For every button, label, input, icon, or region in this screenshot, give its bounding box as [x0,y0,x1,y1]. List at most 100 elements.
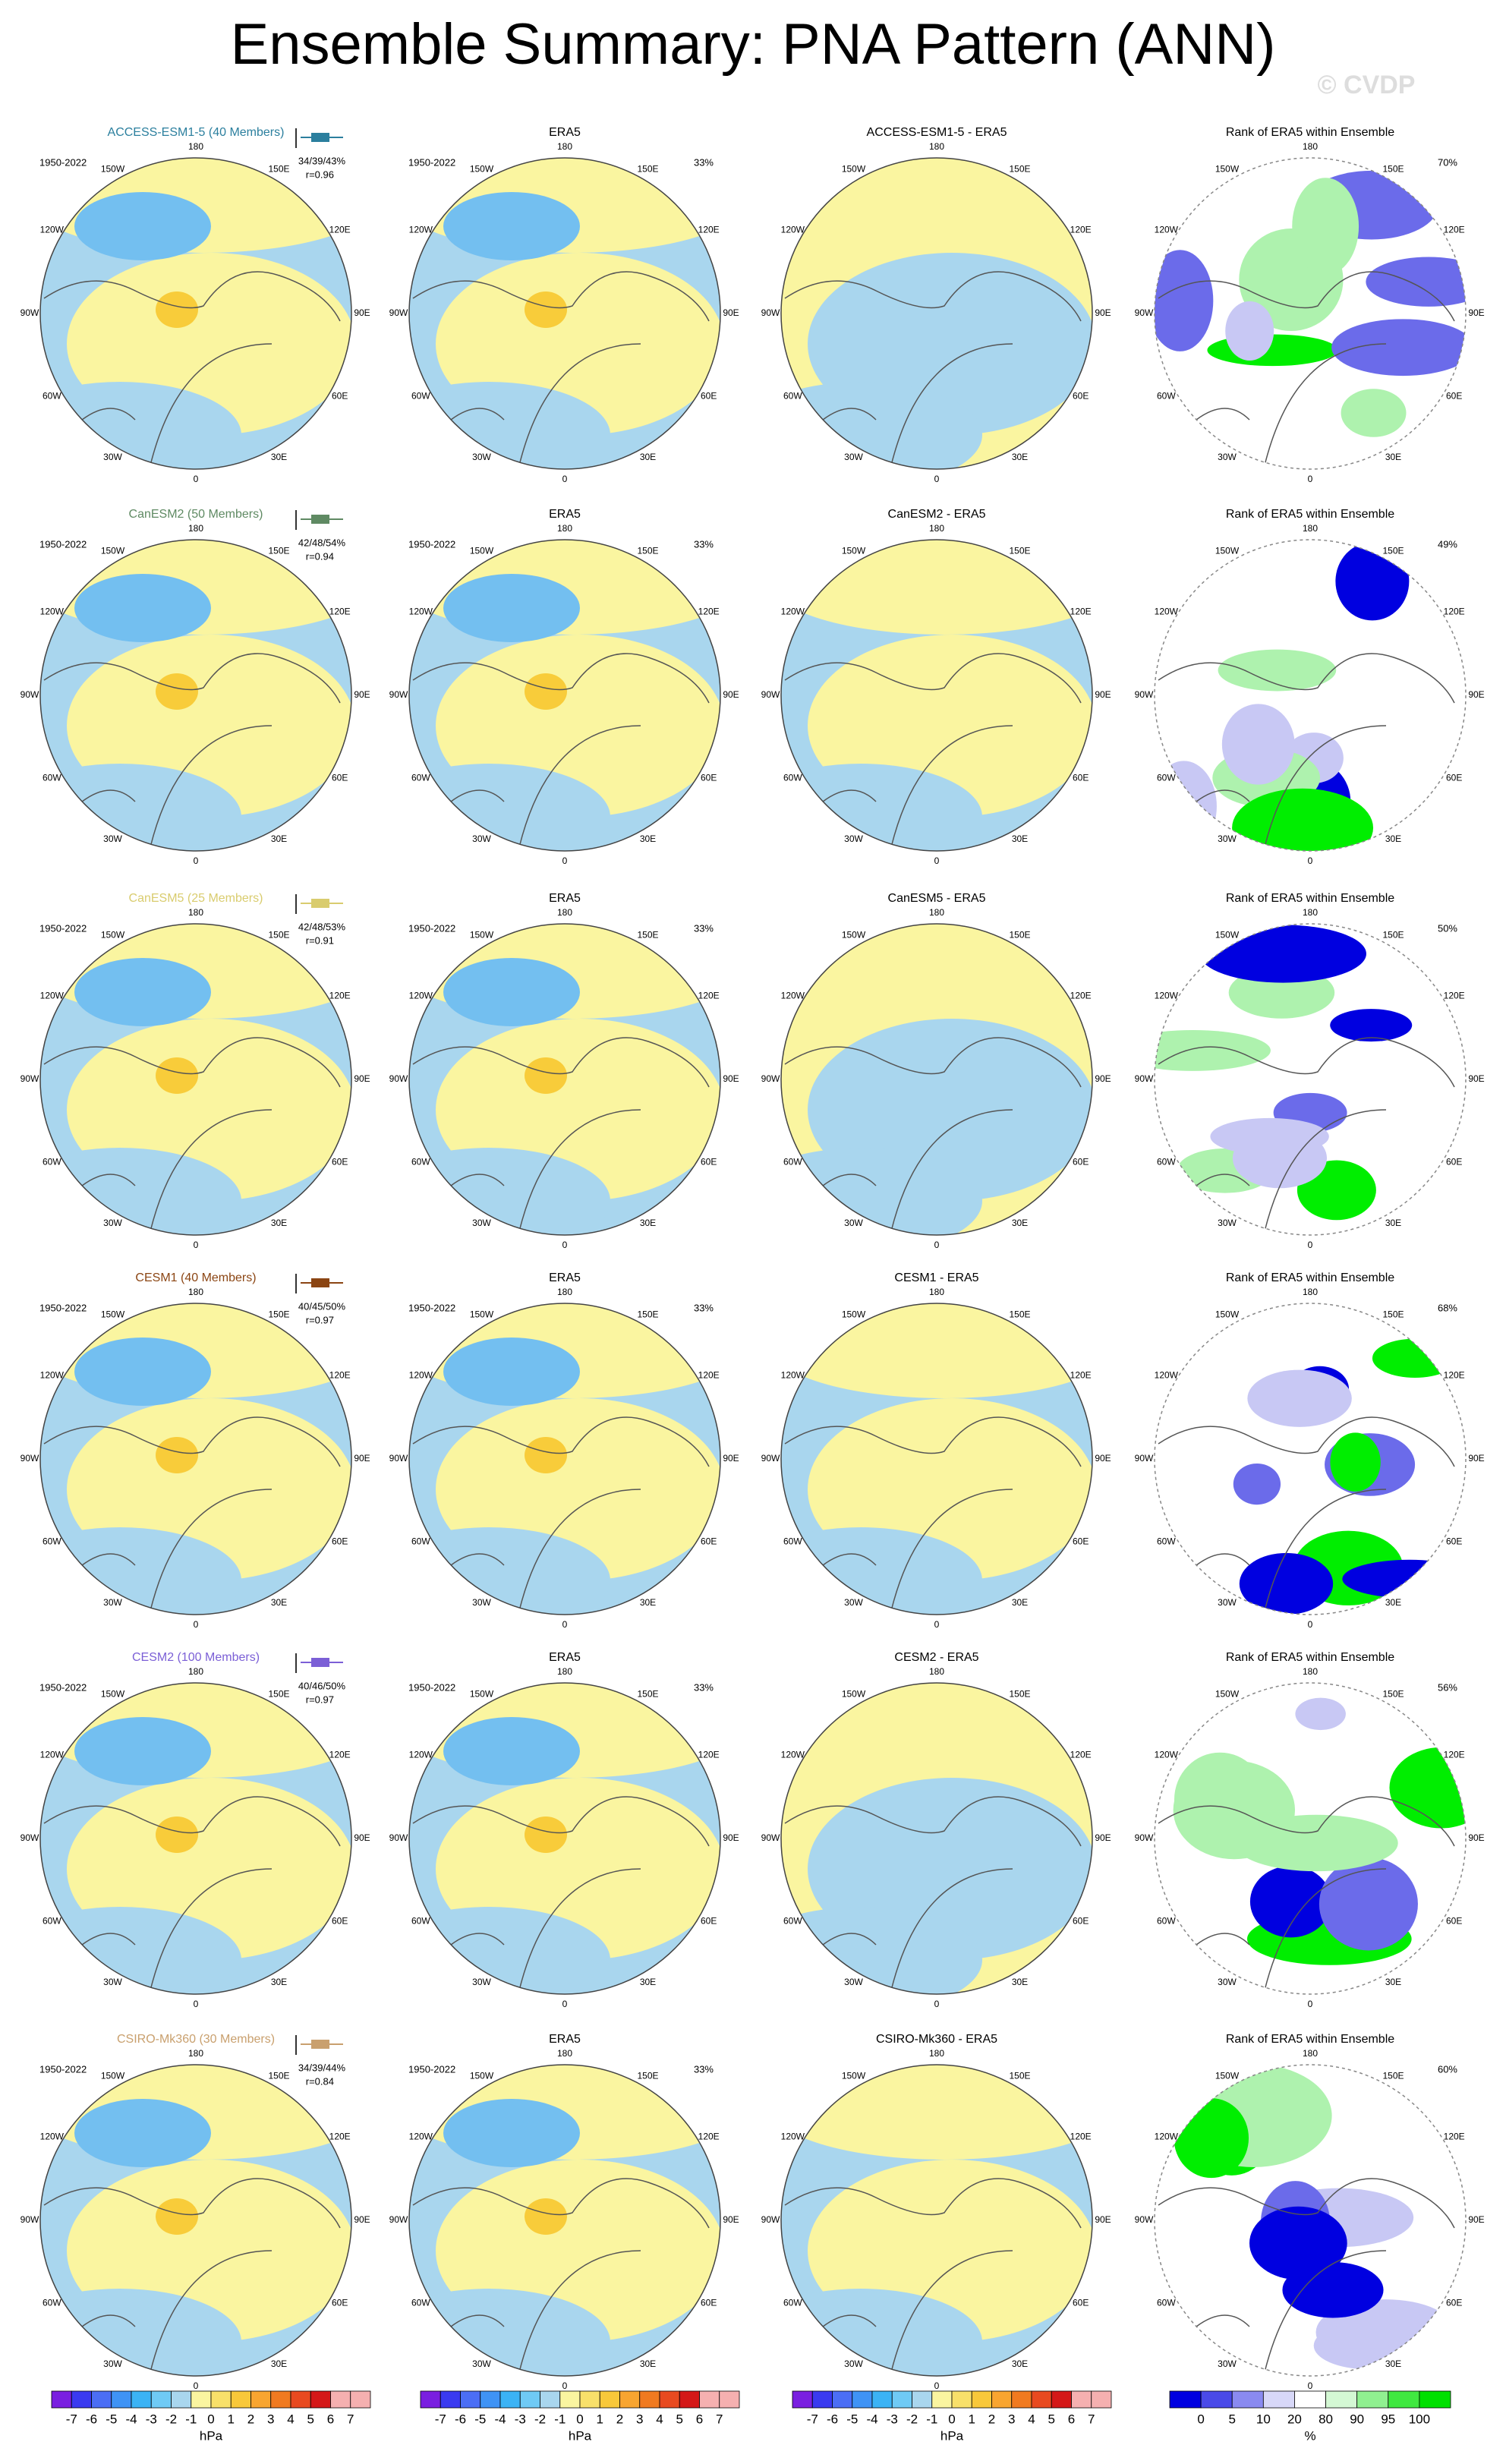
difference-title: CESM2 - ERA5 [894,1651,978,1664]
anomaly-region [409,1527,610,1615]
map [409,158,720,469]
coastline [784,1416,1082,1612]
negative-center [74,958,211,1026]
longitude-label: 180 [188,1666,203,1677]
anomaly-region [40,764,241,851]
obs-percent: 33% [694,1302,714,1313]
colorbar-box [679,2390,700,2409]
longitude-label: 120E [1070,991,1092,1001]
longitude-label: 150W [1215,164,1240,175]
longitude-label: 150E [1009,1309,1030,1320]
longitude-label: 120W [781,2132,805,2142]
longitude-label: 90E [1468,689,1484,700]
longitude-label: 120E [698,607,720,617]
anomaly-region [781,540,1092,635]
longitude-label: 30E [271,452,287,462]
longitude-label: 180 [1303,523,1318,534]
negative-center [74,2099,211,2167]
longitude-label: 90E [1468,1832,1484,1843]
longitude-label: 90W [1135,1453,1154,1464]
colorbar-box [719,2390,740,2409]
longitude-label: 0 [194,1240,199,1250]
longitude-label: 120E [698,991,720,1001]
obs-title: ERA5 [549,892,581,905]
map-border [780,1303,1093,1615]
coastline [43,1416,341,1612]
obs-percent: 33% [694,1681,714,1693]
map-border [1154,1682,1467,1995]
longitude-label: 30W [103,1597,122,1608]
coastline [43,271,341,466]
longitude-label: 30W [103,833,122,844]
colorbar-label: -3 [887,2412,898,2426]
longitude-label: 180 [1303,1287,1318,1297]
coastline [43,653,341,848]
anomaly-region [781,2065,1092,2160]
colorbar-box [1091,2390,1112,2409]
colorbar-box [1031,2390,1052,2409]
anomaly-region [409,2289,610,2376]
rank-blob [1232,788,1374,851]
longitude-label: 60W [1157,1916,1176,1927]
longitude-label: 150E [637,164,658,175]
map-border [408,157,721,470]
colorbar-box [1325,2390,1358,2409]
longitude-label: 60W [43,1157,61,1167]
longitude-label: 0 [1308,1240,1313,1250]
longitude-label: 150W [101,546,125,556]
longitude-label: 180 [1303,141,1318,152]
longitude-label: 60E [1073,1536,1089,1547]
longitude-label: 180 [557,1287,572,1297]
longitude-label: 30W [103,2358,122,2369]
longitude-label: 90W [389,307,408,318]
longitude-label: 30E [1012,833,1028,844]
longitude-label: 30W [1218,1977,1237,1987]
colorbar-label: 95 [1381,2412,1395,2426]
longitude-label: 60E [701,391,717,402]
longitude-label: 150E [1009,546,1030,556]
colorbar-box [931,2390,953,2409]
rank-title: Rank of ERA5 within Ensemble [1226,1271,1394,1284]
longitude-label: 180 [929,523,944,534]
colorbar-label: 5 [676,2412,683,2426]
longitude-label: 60W [783,1536,802,1547]
period-label: 1950-2022 [408,156,455,168]
negative-center [443,2099,580,2167]
colorbar-box [230,2390,251,2409]
colorbar-label: 0 [576,2412,583,2426]
longitude-label: 180 [557,2048,572,2059]
colorbar-box [310,2390,331,2409]
longitude-label: 0 [194,1619,199,1630]
longitude-label: 90W [761,2214,780,2225]
map-border [780,923,1093,1236]
longitude-label: 60E [332,391,348,402]
colorbar-box [559,2390,581,2409]
longitude-label: 180 [188,1287,203,1297]
colorbar-label: 0 [1197,2412,1204,2426]
colorbar-label: 0 [207,2412,214,2426]
colorbar-box [599,2390,620,2409]
rank-blob [1221,704,1295,785]
colorbar-box [440,2390,461,2409]
period-label: 1950-2022 [408,538,455,550]
coastline [784,1037,1082,1232]
longitude-label: 0 [1308,855,1313,866]
colorbar-box [519,2390,540,2409]
longitude-label: 90E [1095,1073,1111,1084]
longitude-label: 120E [329,2132,351,2142]
longitude-label: 90E [1095,2214,1111,2225]
longitude-label: 150E [1382,164,1404,175]
longitude-label: 120E [1070,1750,1092,1760]
longitude-label: 0 [934,855,940,866]
longitude-label: 0 [194,2381,199,2391]
longitude-label: 30E [1012,452,1028,462]
coastline [412,653,710,848]
colorbar-label: -3 [146,2412,157,2426]
longitude-label: 30W [1218,2358,1237,2369]
anomaly-region [40,1527,241,1615]
pattern-correlation: r=0.91 [306,934,334,946]
colorbar-box [1356,2390,1389,2409]
colorbar-label: 0 [948,2412,955,2426]
pattern-correlation: r=0.94 [306,550,334,562]
longitude-label: 60E [701,2298,717,2308]
